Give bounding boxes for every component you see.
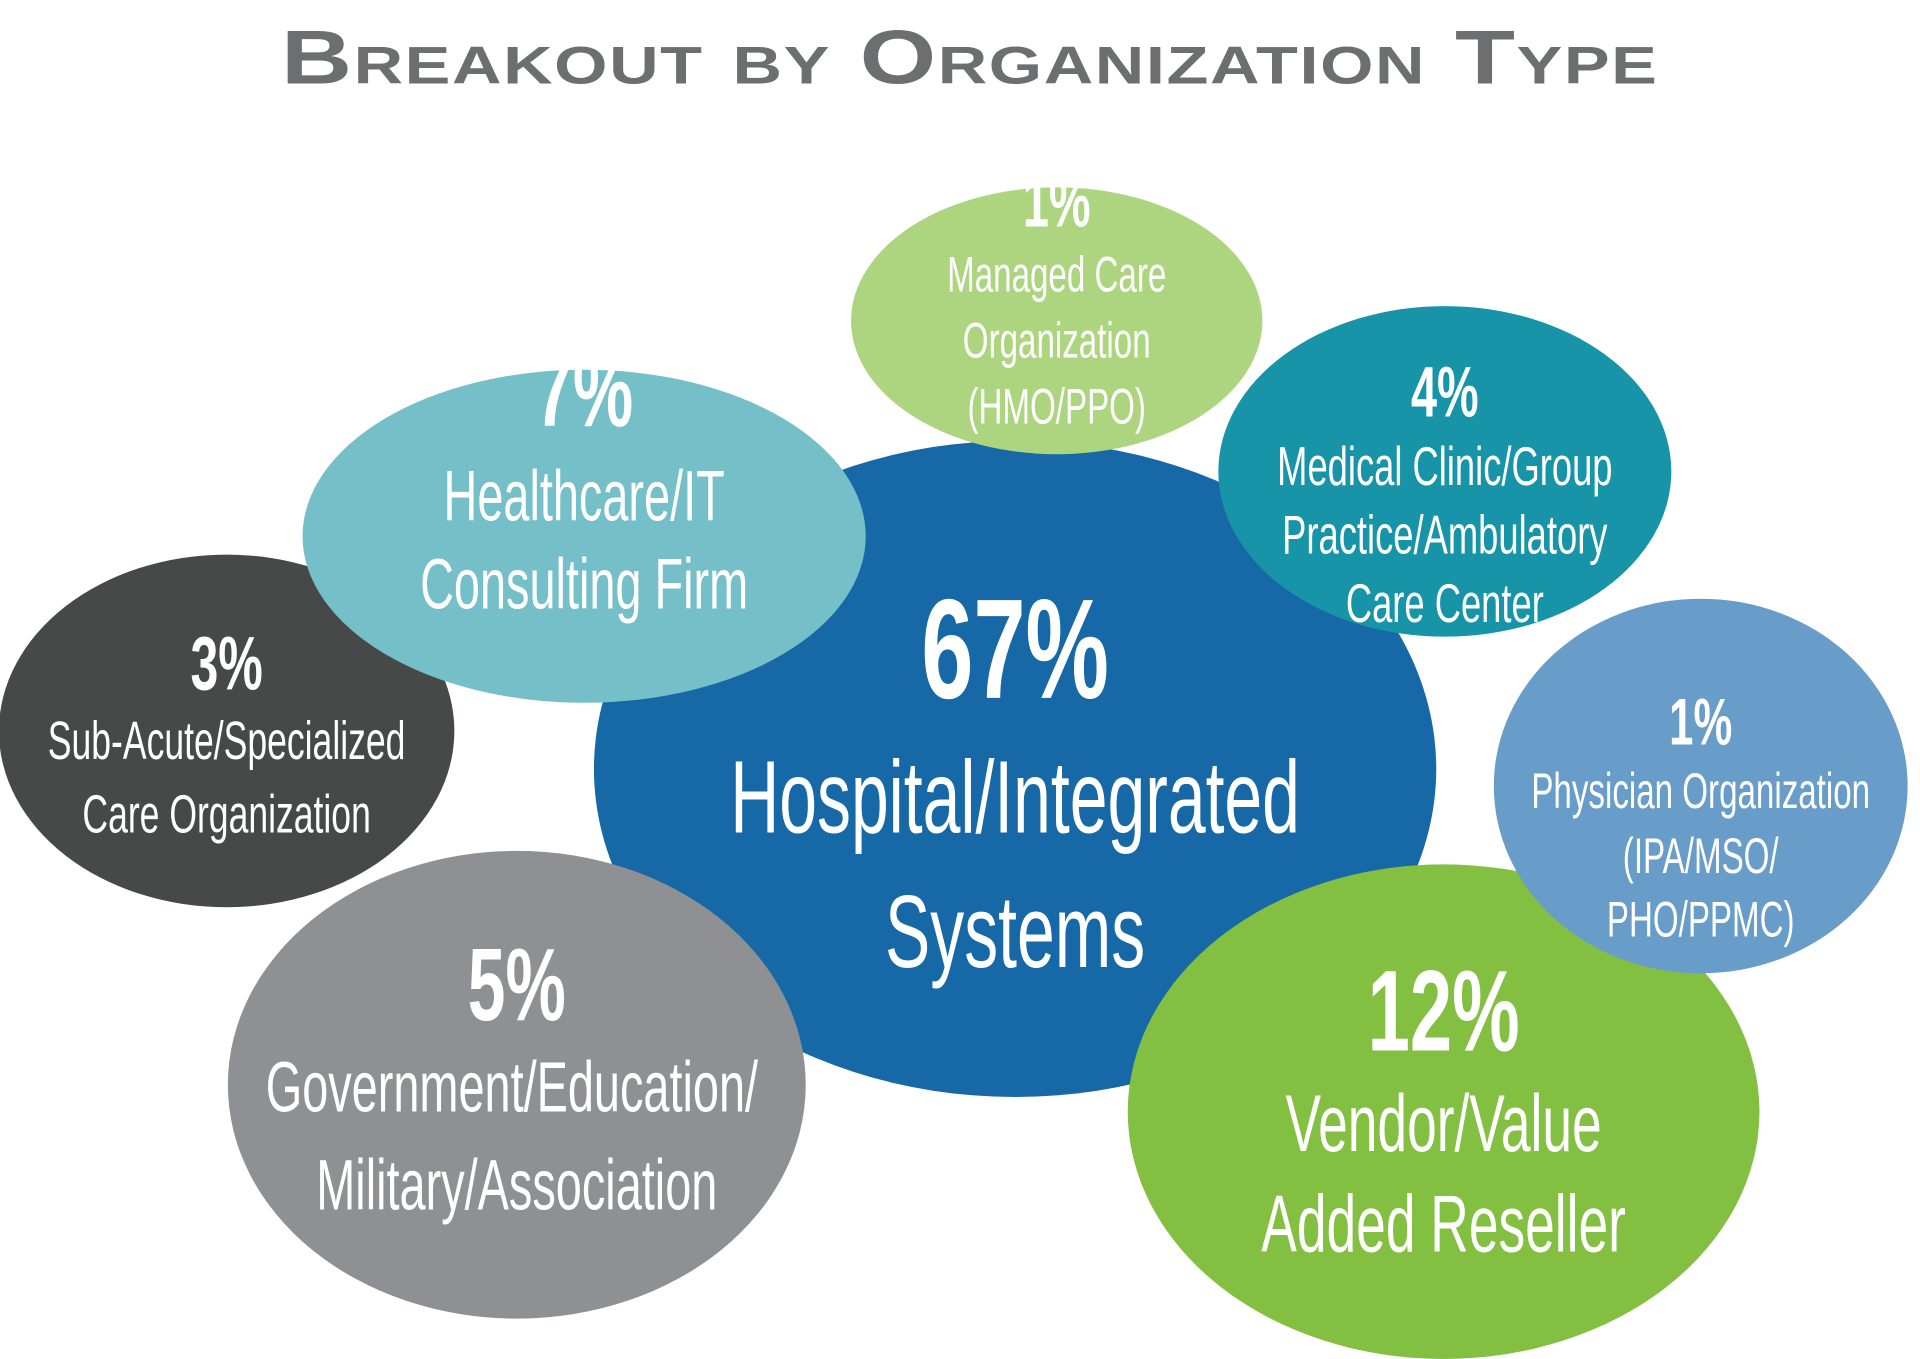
- bubble-percent: 1%: [1023, 164, 1091, 243]
- bubble-percent: 7%: [535, 333, 633, 448]
- bubble-vendor: 12% Vendor/Value Added Reseller: [1127, 864, 1760, 1359]
- bubble-label: (HMO/PPO): [967, 379, 1146, 435]
- bubble-label: Medical Clinic/Group: [1277, 435, 1612, 497]
- bubble-healthcare-it: 7% Healthcare/IT Consulting Firm: [302, 333, 866, 703]
- bubble-label: Government/Education/: [266, 1049, 758, 1128]
- bubble-percent: 1%: [1669, 685, 1732, 759]
- bubble-label: Added Reseller: [1261, 1179, 1626, 1269]
- bubble-label: Vendor/Value: [1285, 1079, 1601, 1169]
- bubble-label: Hospital/Integrated: [730, 740, 1300, 855]
- bubble-label: Physician Organization: [1531, 763, 1870, 819]
- bubble-government: 5% Government/Education/ Military/Associ…: [227, 850, 806, 1319]
- bubble-percent: 4%: [1411, 353, 1479, 432]
- bubble-label: Care Center: [1346, 572, 1544, 634]
- bubble-label: Consulting Firm: [420, 545, 748, 624]
- bubble-shape: [851, 187, 1263, 455]
- bubble-label: Organization: [963, 313, 1151, 369]
- bubble-percent: 3%: [190, 621, 262, 706]
- bubble-label: Practice/Ambulatory: [1282, 503, 1608, 565]
- bubble-label: Systems: [885, 874, 1145, 989]
- bubble-shape: [0, 554, 455, 908]
- chart-title: Breakout by Organization Type: [281, 15, 1658, 100]
- bubble-shape: [1493, 598, 1908, 974]
- bubble-label: Care Organization: [82, 785, 370, 845]
- bubble-label: Sub-Acute/Specialized: [48, 711, 406, 771]
- bubble-physician: 1% Physician Organization (IPA/MSO/ PHO/…: [1493, 598, 1908, 974]
- bubble-label: (IPA/MSO/: [1623, 828, 1779, 884]
- bubble-label: Military/Association: [316, 1147, 717, 1226]
- bubble-shape: [1127, 864, 1760, 1359]
- bubble-percent: 5%: [468, 927, 566, 1042]
- bubble-subacute: 3% Sub-Acute/Specialized Care Organizati…: [0, 554, 455, 908]
- bubble-label: Healthcare/IT: [444, 457, 725, 536]
- bubble-label: PHO/PPMC): [1607, 892, 1795, 948]
- bubble-shape: [1218, 306, 1672, 637]
- bubble-shape: [227, 850, 806, 1319]
- bubble-managed-care: 1% Managed Care Organization (HMO/PPO): [851, 164, 1263, 455]
- bubble-label: Managed Care: [947, 246, 1166, 302]
- bubble-medical-clinic: 4% Medical Clinic/Group Practice/Ambulat…: [1218, 306, 1672, 637]
- bubble-shape: [302, 369, 866, 703]
- bubble-percent: 12%: [1368, 947, 1520, 1075]
- bubble-percent: 67%: [921, 570, 1109, 729]
